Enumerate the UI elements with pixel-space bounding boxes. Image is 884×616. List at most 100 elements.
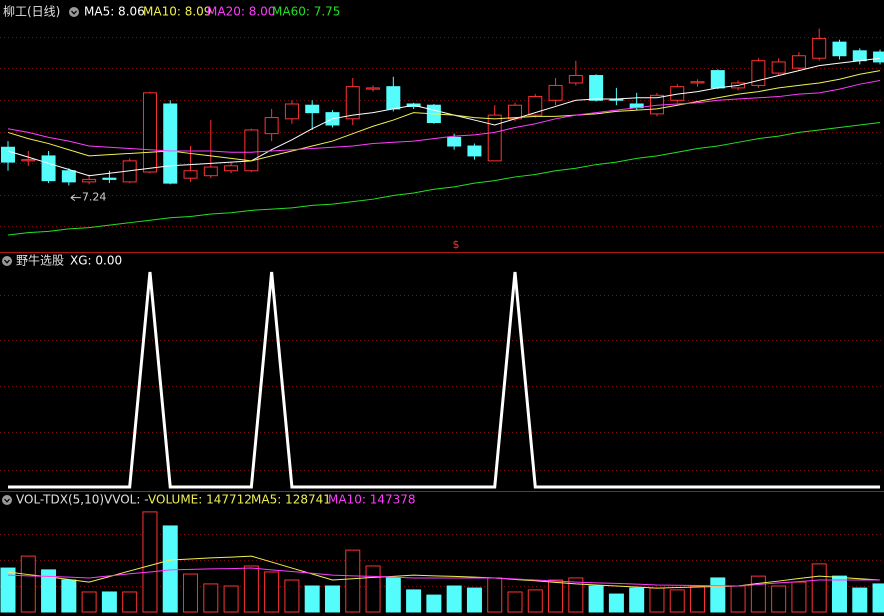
volume-bar (750, 575, 766, 613)
volume-bar (426, 594, 442, 613)
candle-body (467, 145, 482, 157)
candle-body (345, 86, 360, 120)
dropdown-icon[interactable] (2, 495, 12, 505)
chart-title: VOL-TDX(5,10) (16, 493, 104, 507)
volume-bar (568, 577, 584, 613)
dropdown-icon[interactable] (2, 256, 12, 266)
volume-bar (385, 577, 401, 613)
volume-bar (162, 525, 178, 613)
candle-body (852, 50, 867, 62)
series-line (7, 567, 881, 587)
volume-bar (243, 565, 259, 613)
volume-bar (61, 579, 77, 613)
volume-bar (466, 587, 482, 613)
candle-body (305, 104, 320, 114)
chart-title: 柳工(日线) (3, 5, 60, 19)
volume-bar (345, 549, 361, 613)
candle-body (366, 87, 381, 90)
candle-body (224, 165, 239, 172)
legend-entry: VOLUME: 147712 (148, 493, 252, 507)
volume-bar (183, 573, 199, 613)
candle-body (142, 92, 157, 173)
volume-bar (527, 589, 543, 613)
volume-bar (771, 585, 787, 613)
candle-body (771, 61, 786, 74)
volume-bar (324, 585, 340, 613)
volume-bar (649, 587, 665, 613)
volume-bar (872, 583, 884, 613)
volume-bar (446, 585, 462, 613)
volume-bar (548, 579, 564, 613)
candle-body (61, 170, 76, 183)
volume-bar (264, 571, 280, 613)
volume-bar (122, 591, 138, 613)
volume-bar (730, 585, 746, 613)
candle-body (832, 41, 847, 57)
volume-bar (142, 511, 158, 613)
candle-body (568, 75, 583, 84)
candle-body (791, 55, 806, 69)
candle-body (264, 117, 279, 135)
candle-body (41, 155, 56, 182)
volume-bar (608, 593, 624, 613)
candle-body (183, 170, 198, 179)
marks: 7.24 (0, 28, 884, 613)
candle-body (21, 159, 36, 162)
marker: $ (453, 238, 460, 251)
chart-title: 野牛选股 (16, 253, 64, 268)
volume-bar (588, 585, 604, 613)
candle-body (812, 37, 827, 59)
volume-bar (487, 577, 503, 613)
candle-body (1, 146, 15, 163)
chart-subtitle: VVOL: - (104, 493, 149, 507)
volume-bar (852, 587, 868, 613)
candle-body (508, 104, 522, 120)
candle-body (447, 136, 462, 147)
legend-entry: MA5: 128741 (251, 493, 331, 507)
legend-entry: MA10: 147378 (328, 493, 416, 507)
volume-bar (710, 577, 726, 613)
candle-body (528, 96, 543, 116)
candle-body (203, 166, 218, 177)
series-line (7, 70, 881, 162)
legend-entry: MA20: 8.00 (207, 5, 275, 19)
volume-bar (811, 563, 827, 613)
volume-bar (669, 589, 685, 613)
legend-entry: MA60: 7.75 (272, 5, 340, 19)
candle-body (244, 129, 259, 172)
series-line (8, 271, 881, 489)
candle-body (589, 75, 604, 101)
volume-bar (507, 591, 523, 613)
annotation-arrow (70, 194, 81, 201)
series-line (7, 122, 881, 236)
grid-layer (0, 37, 884, 587)
series-line (7, 57, 881, 177)
volume-bar (629, 587, 645, 613)
dropdown-icon[interactable] (69, 7, 79, 17)
series-line (7, 79, 881, 153)
volume-bar (791, 581, 807, 613)
volume-bar (101, 591, 117, 613)
volume-bar (0, 567, 16, 613)
legend-entry: XG: 0.00 (70, 254, 122, 268)
legend-entry: MA10: 8.09 (143, 5, 211, 19)
annotation-label: 7.24 (82, 191, 107, 204)
volume-bar (81, 591, 97, 613)
candle-body (82, 178, 97, 183)
candle-body (710, 70, 725, 89)
candle-body (163, 103, 178, 184)
candle-body (102, 177, 117, 180)
volume-bar (223, 585, 239, 613)
candle-body (873, 51, 884, 63)
legend-entry: MA5: 8.06 (84, 5, 145, 19)
volume-bar (304, 585, 320, 613)
candle-body (548, 84, 563, 101)
candle-body (487, 114, 502, 162)
volume-bar (365, 565, 381, 613)
volume-bar (20, 555, 36, 613)
volume-bar (284, 579, 300, 613)
volume-bar (41, 569, 57, 613)
volume-bar (203, 583, 219, 613)
